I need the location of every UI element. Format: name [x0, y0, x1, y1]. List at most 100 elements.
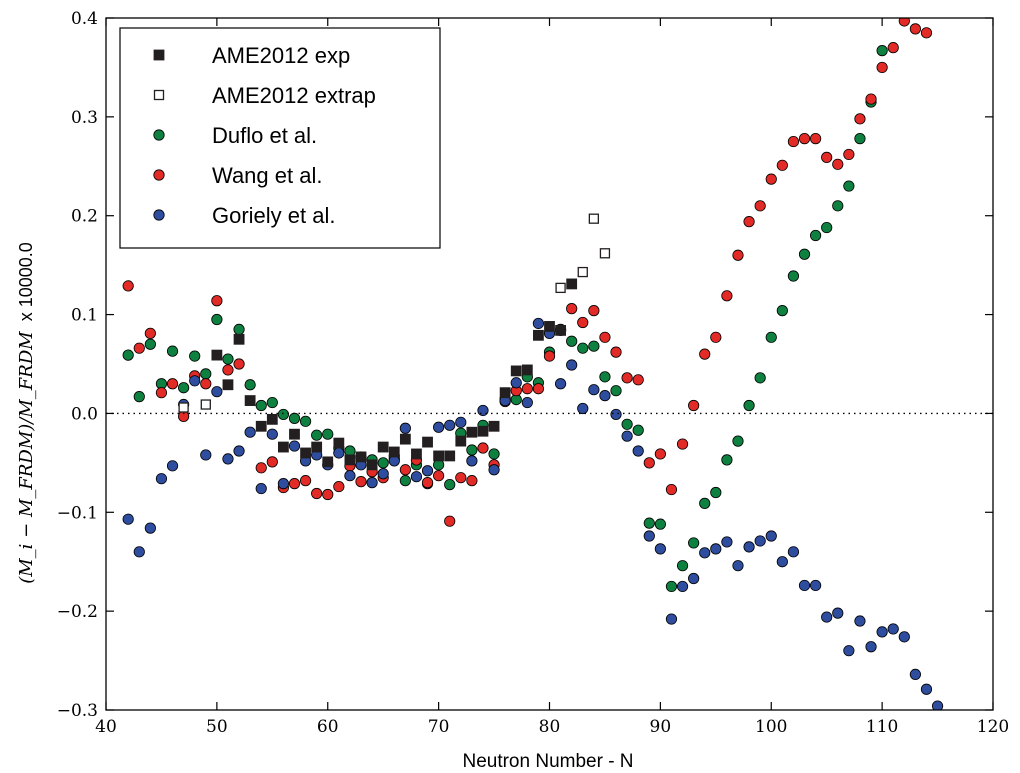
point-wang-et-al [477, 442, 489, 454]
point-goriely-et-al [588, 384, 600, 396]
point-ame2012-exp [311, 441, 323, 453]
point-ame2012-exp [433, 450, 445, 462]
point-goriely-et-al [654, 543, 666, 555]
point-wang-et-al [821, 151, 833, 163]
point-wang-et-al [299, 475, 312, 487]
point-wang-et-al [776, 159, 788, 171]
point-goriely-et-al [288, 440, 301, 452]
point-goriely-et-al [444, 419, 456, 431]
point-wang-et-al [233, 358, 245, 370]
point-ame2012-exp [477, 425, 489, 437]
y-tick-label: 0.3 [71, 108, 98, 128]
series-wang-et-al [122, 18, 933, 527]
point-wang-et-al [577, 316, 589, 329]
point-goriely-et-al [566, 359, 578, 371]
point-goriely-et-al [554, 378, 567, 390]
point-wang-et-al [621, 372, 633, 384]
x-tick-label: 110 [866, 717, 898, 737]
legend-marker-wang-et-al [153, 169, 165, 181]
point-duflo-et-al [211, 313, 223, 326]
point-goriely-et-al [421, 465, 434, 477]
point-duflo-et-al [122, 349, 134, 361]
y-axis-title-scale: x 10000.0 [16, 242, 36, 321]
point-wang-et-al [632, 374, 644, 386]
point-goriely-et-al [809, 579, 822, 592]
point-wang-et-al [676, 438, 689, 450]
point-goriely-et-al [710, 543, 722, 555]
point-duflo-et-al [721, 454, 733, 466]
point-wang-et-al [532, 383, 545, 395]
point-wang-et-al [155, 387, 168, 399]
point-wang-et-al [255, 462, 267, 474]
point-duflo-et-al [754, 372, 766, 384]
point-goriely-et-al [189, 375, 201, 387]
point-ame2012-exp [366, 459, 378, 471]
point-wang-et-al [843, 148, 855, 161]
axis-ticks [105, 17, 994, 711]
point-goriely-et-al [233, 445, 245, 457]
series-ame2012-extrap [178, 213, 611, 413]
point-wang-et-al [599, 331, 611, 343]
legend-marker-ame2012-extrap [153, 89, 165, 101]
x-tick-label: 60 [317, 717, 339, 737]
y-tick-label: 0.2 [71, 207, 98, 227]
y-tick-label: −0.3 [57, 701, 98, 721]
point-goriely-et-al [211, 386, 223, 398]
point-ame2012-exp [510, 365, 522, 377]
point-goriely-et-al [466, 455, 478, 467]
point-wang-et-al [643, 457, 655, 469]
x-axis-title: Neutron Number - N [462, 751, 633, 772]
point-ame2012-extrap [599, 248, 611, 259]
point-duflo-et-al [444, 479, 456, 491]
point-goriely-et-al [433, 421, 445, 433]
series-ame2012-exp [211, 278, 578, 471]
point-wang-et-al [809, 133, 822, 145]
point-duflo-et-al [732, 435, 744, 447]
legend: AME2012 exp AME2012 extrap Duflo et al. Wan… [119, 27, 441, 249]
point-wang-et-al [166, 378, 179, 390]
point-goriely-et-al [277, 478, 289, 490]
y-axis-title: (M_i − M_FRDM)/M_FRDM x 10000.0 [16, 242, 37, 584]
point-duflo-et-al [299, 415, 312, 427]
point-duflo-et-al [854, 133, 866, 145]
point-goriely-et-al [222, 453, 234, 465]
point-duflo-et-al [710, 486, 722, 499]
point-goriely-et-al [632, 445, 644, 457]
point-wang-et-al [133, 342, 145, 354]
point-wang-et-al [211, 295, 223, 307]
point-goriely-et-al [166, 460, 179, 472]
point-wang-et-al [200, 378, 212, 390]
point-wang-et-al [654, 448, 666, 460]
point-goriely-et-al [776, 556, 788, 568]
point-goriely-et-al [798, 579, 811, 592]
point-duflo-et-al [688, 537, 700, 549]
point-wang-et-al [266, 456, 278, 468]
point-duflo-et-al [821, 221, 833, 234]
point-wang-et-al [288, 478, 301, 490]
point-ame2012-exp [444, 450, 456, 462]
legend-item-duflo-et-al: Duflo et al. [153, 123, 317, 148]
point-goriely-et-al [832, 607, 844, 619]
point-ame2012-exp [466, 426, 478, 438]
legend-box [119, 27, 441, 249]
point-goriely-et-al [643, 530, 655, 542]
point-ame2012-exp [499, 387, 511, 399]
point-wang-et-al [466, 475, 478, 487]
y-tick-label: −0.1 [57, 503, 98, 523]
point-wang-et-al [322, 488, 334, 501]
point-ame2012-exp [399, 433, 411, 445]
point-ame2012-exp [422, 436, 433, 448]
point-goriely-et-al [699, 547, 711, 559]
point-ame2012-exp [322, 456, 334, 468]
point-duflo-et-al [843, 180, 855, 192]
point-wang-et-al [688, 399, 700, 412]
point-wang-et-al [920, 27, 933, 39]
point-goriely-et-al [133, 546, 145, 558]
point-duflo-et-al [466, 444, 478, 456]
point-goriely-et-al [144, 522, 156, 534]
point-duflo-et-al [654, 518, 666, 530]
point-goriely-et-al [399, 422, 411, 434]
point-goriely-et-al [155, 473, 168, 485]
point-wang-et-al [543, 350, 556, 362]
point-goriely-et-al [787, 546, 800, 558]
